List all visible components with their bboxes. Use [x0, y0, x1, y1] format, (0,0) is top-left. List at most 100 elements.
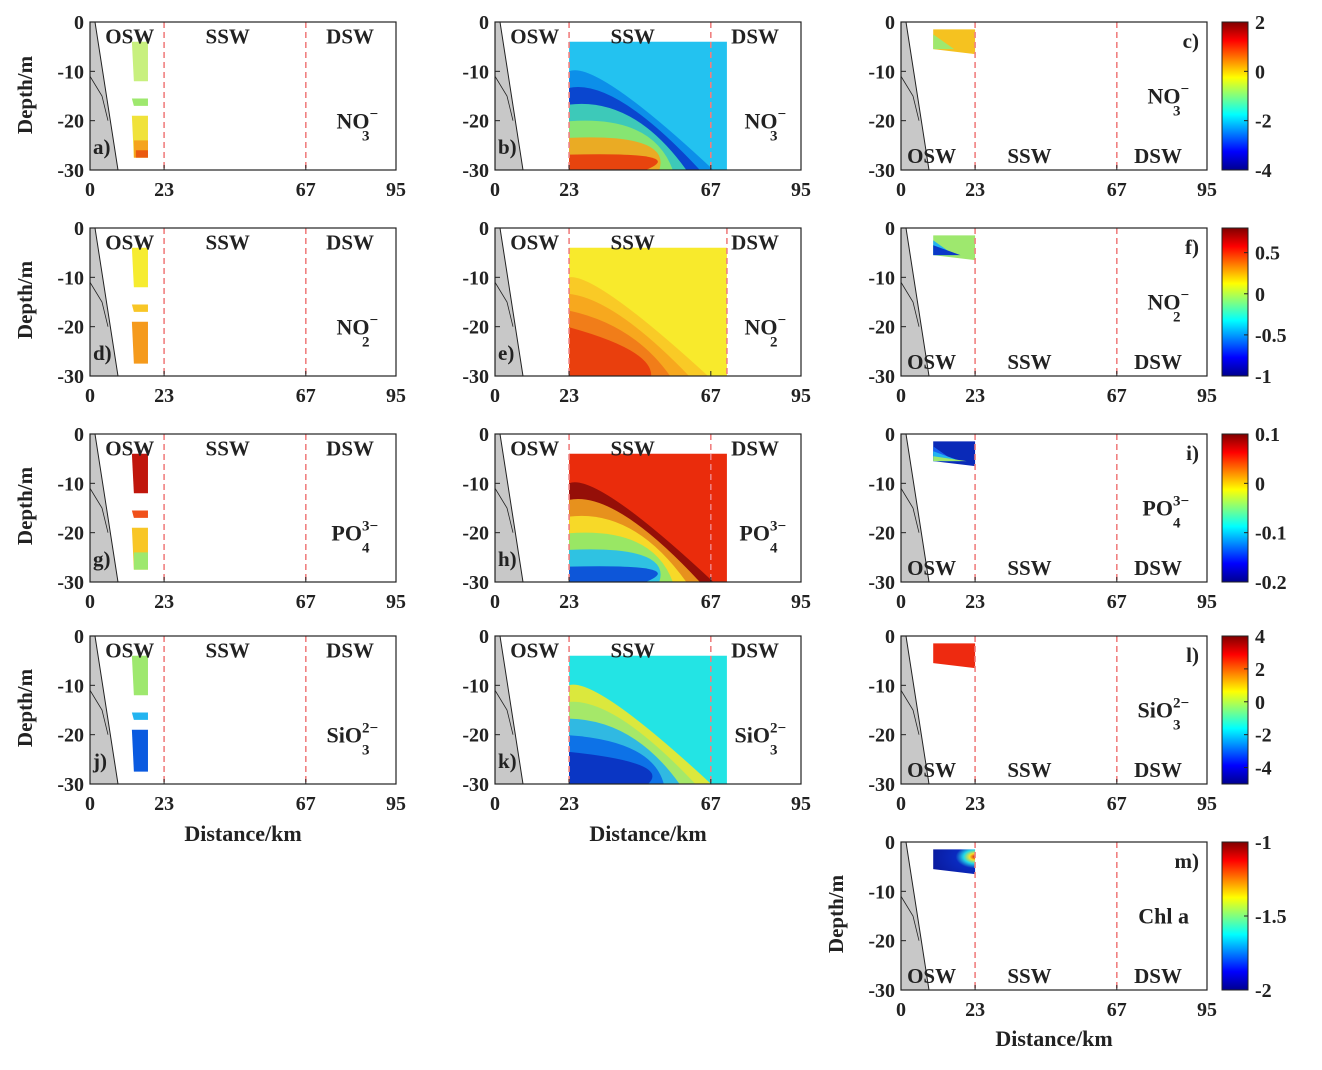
- y-tick-label: 0: [885, 626, 895, 648]
- slope-contour-line: [900, 488, 920, 533]
- y-tick-label: 0: [74, 218, 84, 240]
- y-tick-label: -30: [57, 160, 84, 182]
- x-tick-label: 0: [490, 793, 500, 815]
- water-mass-label-dsw: DSW: [326, 230, 374, 254]
- y-tick-label: 0: [885, 218, 895, 240]
- species-label: SiO2− 3: [326, 721, 378, 759]
- x-tick-label: 23: [559, 385, 579, 407]
- colorbar: [1221, 433, 1249, 583]
- x-tick-label: 95: [386, 179, 406, 201]
- slope-contour-line: [900, 690, 920, 735]
- plot-frame: [900, 635, 1208, 785]
- slope-contour-line: [900, 76, 920, 121]
- panel-tag: j): [92, 749, 107, 773]
- ylabel-row2: Depth/m: [13, 260, 37, 339]
- x-tick-label: 23: [559, 793, 579, 815]
- y-tick-label: -30: [462, 160, 489, 182]
- x-tick-label: 95: [791, 385, 811, 407]
- slope-contour-line: [494, 76, 514, 121]
- colorbar-tick-label: -4: [1255, 758, 1272, 780]
- x-tick-label: 0: [896, 591, 906, 613]
- panel-tag: b): [498, 135, 517, 159]
- colorbar-tick-label: 0: [1255, 61, 1265, 83]
- water-mass-label-osw: OSW: [105, 24, 154, 48]
- data-segment: [133, 552, 148, 570]
- data-segment: [131, 510, 148, 518]
- colorbar: [1221, 841, 1249, 991]
- water-mass-label-dsw: DSW: [1134, 556, 1182, 580]
- x-tick-label: 23: [559, 591, 579, 613]
- water-mass-label-osw: OSW: [105, 436, 154, 460]
- colorbar-tick-label: -2: [1255, 111, 1272, 133]
- water-mass-label-ssw: SSW: [206, 24, 250, 48]
- data-segment: [131, 41, 148, 82]
- ylabel-row1: Depth/m: [13, 55, 37, 134]
- x-tick-label: 67: [701, 793, 721, 815]
- ylabel-row3: Depth/m: [13, 466, 37, 545]
- plot-frame: [494, 635, 802, 785]
- plot-frame: [89, 21, 397, 171]
- panel-tag: f): [1185, 235, 1199, 259]
- y-tick-label: -20: [868, 111, 895, 133]
- y-tick-label: -30: [868, 572, 895, 594]
- y-tick-label: -20: [57, 317, 84, 339]
- ylabel-m: Depth/m: [824, 874, 848, 953]
- x-tick-label: 0: [896, 793, 906, 815]
- water-mass-label-ssw: SSW: [206, 436, 250, 460]
- plot-frame: [89, 433, 397, 583]
- colorbar: [1221, 21, 1249, 171]
- y-tick-label: -10: [462, 473, 489, 495]
- y-tick-label: 0: [479, 218, 489, 240]
- x-tick-label: 67: [296, 179, 316, 201]
- x-tick-label: 23: [965, 793, 985, 815]
- contour-band: [569, 327, 652, 376]
- water-mass-label-ssw: SSW: [611, 436, 655, 460]
- colorbar-tick-label: -4: [1255, 160, 1272, 182]
- water-mass-label-ssw: SSW: [1007, 964, 1051, 988]
- water-mass-label-osw: OSW: [907, 144, 956, 168]
- y-tick-label: -30: [57, 572, 84, 594]
- colorbar-tick-label: 2: [1255, 659, 1265, 681]
- y-tick-label: -30: [462, 366, 489, 388]
- y-tick-label: -10: [868, 61, 895, 83]
- water-mass-label-dsw: DSW: [326, 24, 374, 48]
- y-tick-label: -30: [57, 774, 84, 796]
- species-label: NO− 3: [336, 107, 378, 145]
- species-label: Chl a: [1138, 903, 1189, 928]
- x-tick-label: 67: [296, 591, 316, 613]
- panel-tag: h): [498, 547, 517, 571]
- panel-tag: e): [498, 341, 514, 365]
- water-mass-label-dsw: DSW: [1134, 144, 1182, 168]
- x-tick-label: 23: [154, 179, 174, 201]
- x-tick-label: 67: [1107, 591, 1127, 613]
- x-tick-label: 95: [386, 591, 406, 613]
- species-label: NO− 2: [1147, 287, 1189, 325]
- y-tick-label: -20: [868, 931, 895, 953]
- species-label: PO3− 4: [1142, 493, 1189, 531]
- data-segment: [131, 304, 148, 312]
- y-tick-label: 0: [74, 12, 84, 34]
- water-mass-label-dsw: DSW: [1134, 758, 1182, 782]
- slope-contour-line: [89, 690, 109, 735]
- plot-frame: [900, 841, 1208, 991]
- slope-contour-line: [900, 282, 920, 327]
- colorbar-tick-label: 0.5: [1255, 243, 1280, 265]
- x-tick-label: 95: [386, 793, 406, 815]
- x-tick-label: 67: [701, 179, 721, 201]
- y-tick-label: -20: [868, 725, 895, 747]
- x-tick-label: 67: [296, 385, 316, 407]
- colorbar-tick-label: 0: [1255, 473, 1265, 495]
- y-tick-label: -10: [57, 675, 84, 697]
- colorbar-tick-label: -1: [1255, 366, 1272, 388]
- y-tick-label: -30: [868, 774, 895, 796]
- x-tick-label: 23: [154, 385, 174, 407]
- water-mass-label-osw: OSW: [907, 964, 956, 988]
- y-tick-label: 0: [885, 832, 895, 854]
- xlabel-m: Distance/km: [995, 1026, 1112, 1051]
- water-mass-label-osw: OSW: [105, 230, 154, 254]
